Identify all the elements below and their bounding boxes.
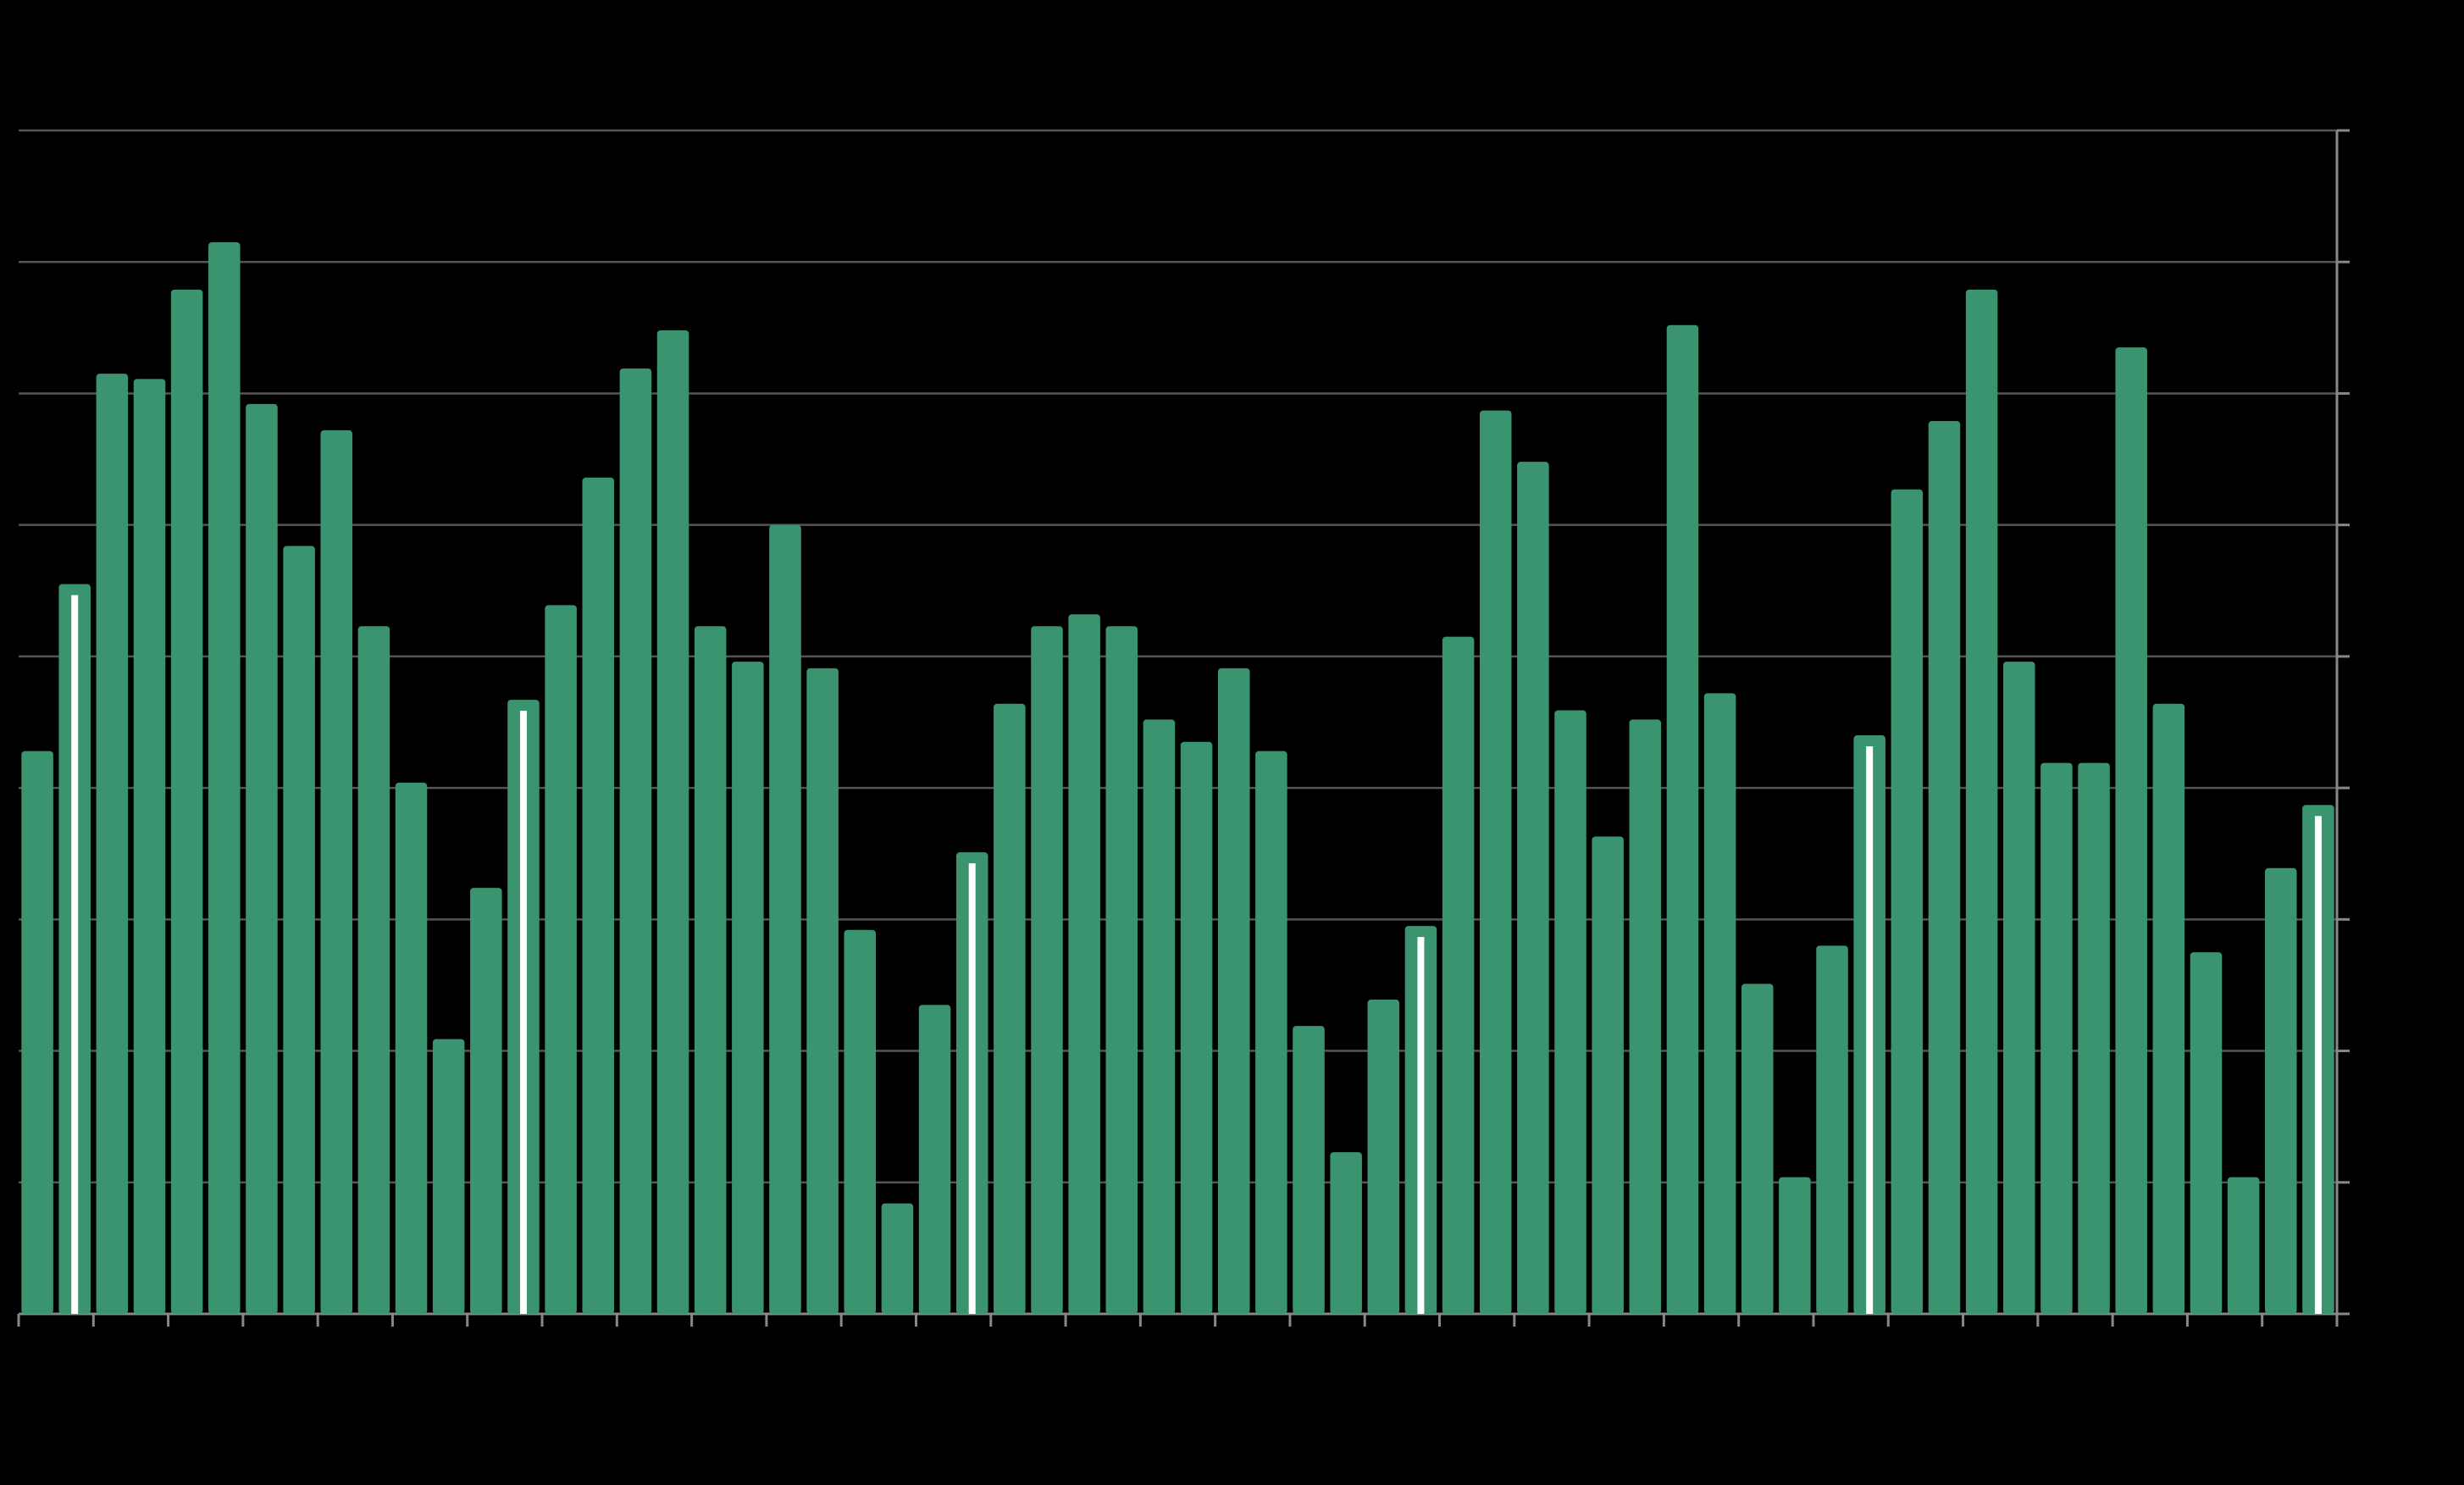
bar — [2265, 867, 2297, 1314]
bar — [1442, 636, 1475, 1314]
bar — [320, 429, 352, 1314]
bar — [732, 662, 764, 1314]
bar — [2003, 662, 2035, 1314]
bar — [1180, 741, 1213, 1314]
bar — [844, 929, 877, 1314]
bar — [1367, 1000, 1400, 1314]
bar — [1816, 945, 1848, 1314]
bar — [1666, 324, 1699, 1314]
bar — [133, 379, 166, 1314]
bar — [806, 668, 839, 1314]
bar — [1554, 710, 1586, 1314]
bar — [1703, 693, 1736, 1314]
bar — [2227, 1177, 2260, 1314]
bar — [432, 1039, 465, 1314]
bar — [470, 888, 502, 1314]
bar — [656, 330, 689, 1315]
bar-highlight — [1417, 937, 1425, 1314]
bar — [1255, 751, 1287, 1314]
bar-highlight — [1866, 746, 1874, 1314]
bar — [1293, 1026, 1325, 1314]
bar — [1741, 984, 1774, 1314]
bar — [582, 477, 615, 1314]
bar — [2190, 952, 2223, 1314]
bar — [2078, 762, 2110, 1314]
bar — [2040, 762, 2073, 1314]
bar — [170, 289, 203, 1315]
bar — [694, 626, 727, 1314]
bar — [283, 546, 315, 1314]
bar — [2115, 347, 2147, 1314]
bar-highlight — [519, 711, 527, 1314]
bar — [395, 782, 428, 1314]
bar — [1629, 719, 1662, 1314]
bar — [918, 1005, 951, 1314]
bar — [1779, 1177, 1811, 1314]
bar — [1965, 289, 1998, 1315]
bar — [246, 403, 278, 1315]
bar — [2152, 703, 2185, 1314]
bar — [1217, 668, 1250, 1314]
bar — [1479, 410, 1512, 1315]
bar — [619, 368, 652, 1315]
bar — [1928, 421, 1961, 1314]
bar — [208, 241, 241, 1314]
bar — [1031, 626, 1063, 1314]
bar-highlight — [2314, 816, 2322, 1314]
bar — [21, 751, 53, 1314]
bar-highlight — [71, 595, 79, 1314]
bar — [545, 605, 577, 1314]
bar — [1105, 626, 1138, 1314]
bar — [1068, 614, 1100, 1314]
bar — [1330, 1152, 1362, 1314]
bar-highlight — [968, 863, 976, 1314]
bar — [1891, 489, 1924, 1314]
bar — [881, 1203, 914, 1314]
bar — [357, 626, 390, 1314]
bar — [96, 374, 129, 1314]
bar — [1517, 462, 1549, 1314]
bar — [994, 703, 1026, 1314]
bar — [769, 524, 801, 1314]
bar — [1592, 836, 1624, 1314]
bar — [1143, 719, 1176, 1314]
